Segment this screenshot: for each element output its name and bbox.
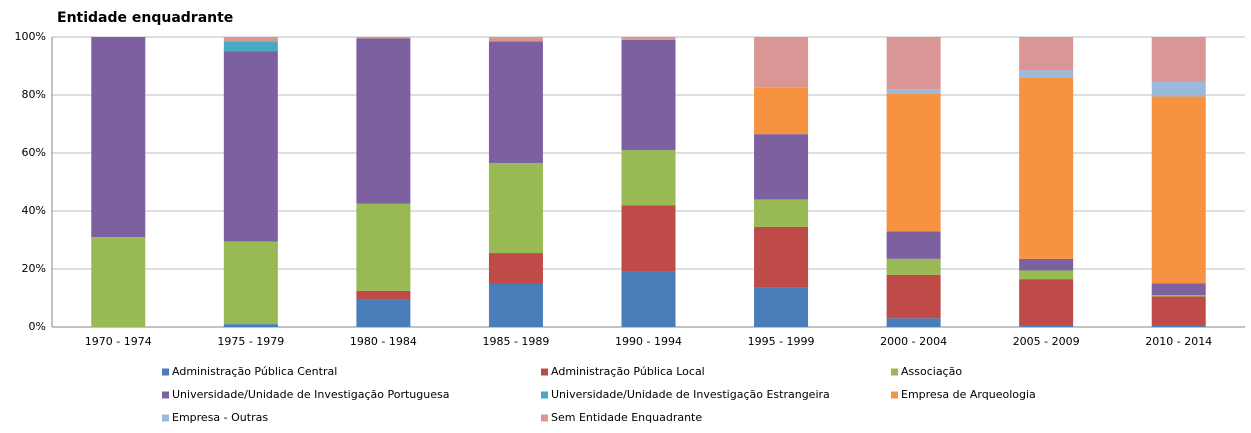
legend-label: Administração Pública Local	[551, 365, 705, 378]
y-tick-label: 60%	[22, 146, 46, 159]
x-tick-label: 2005 - 2009	[1013, 335, 1080, 348]
y-tick-label: 0%	[29, 320, 46, 333]
bar-segment	[886, 231, 941, 259]
bar-segment	[356, 38, 411, 204]
bar-segment	[886, 318, 941, 327]
bar-segment	[1019, 258, 1074, 271]
bar-segment	[886, 89, 941, 94]
bar-segment	[1151, 296, 1206, 326]
bar-segment	[488, 37, 543, 42]
bar-segment	[886, 37, 941, 90]
y-tick-label: 20%	[22, 262, 46, 275]
legend-label: Associação	[901, 365, 962, 378]
x-tick-label: 1975 - 1979	[217, 335, 284, 348]
x-tick-label: 2010 - 2014	[1145, 335, 1212, 348]
bar-segment	[488, 163, 543, 254]
bar-segment	[1019, 37, 1074, 71]
chart-title: Entidade enquadrante	[57, 10, 233, 26]
bar-segment	[356, 299, 411, 327]
x-tick-label: 1980 - 1984	[350, 335, 417, 348]
bar-segment	[1019, 325, 1074, 327]
bar-segment	[223, 37, 278, 42]
legend-swatch	[162, 391, 169, 399]
bar-segment	[1151, 37, 1206, 82]
bar-segment	[621, 150, 676, 206]
bar-segment	[1019, 279, 1074, 326]
bar-segment	[886, 93, 941, 232]
bar-segment	[754, 134, 809, 200]
bar-segment	[886, 258, 941, 275]
bar-segment	[621, 205, 676, 272]
bar-segment	[356, 290, 411, 300]
bar-segment	[223, 41, 278, 52]
bar-segment	[488, 283, 543, 327]
bar-segment	[1019, 70, 1074, 78]
bar-segment	[91, 37, 146, 238]
bar-segment	[754, 87, 809, 135]
legend-swatch	[541, 368, 548, 376]
legend-swatch	[541, 414, 548, 422]
legend-label: Empresa - Outras	[172, 411, 268, 424]
x-tick-label: 1995 - 1999	[748, 335, 815, 348]
x-tick-label: 2000 - 2004	[880, 335, 947, 348]
bar-segment	[1019, 77, 1074, 259]
y-tick-label: 40%	[22, 204, 46, 217]
bar-segment	[1151, 81, 1206, 97]
bar-segment	[1019, 270, 1074, 280]
x-tick-label: 1970 - 1974	[85, 335, 152, 348]
legend-label: Sem Entidade Enquadrante	[551, 411, 702, 424]
bar-segment	[223, 241, 278, 325]
legend-label: Universidade/Unidade de Investigação Por…	[172, 388, 449, 401]
legend-swatch	[162, 368, 169, 376]
bar-segment	[356, 37, 411, 39]
y-tick-label: 100%	[15, 30, 46, 43]
bar-segment	[488, 253, 543, 284]
x-tick-label: 1990 - 1994	[615, 335, 682, 348]
legend-label: Universidade/Unidade de Investigação Est…	[551, 388, 830, 401]
legend-swatch	[162, 414, 169, 422]
legend-label: Empresa de Arqueologia	[901, 388, 1036, 401]
bar-segment	[754, 37, 809, 88]
x-tick-label: 1985 - 1989	[482, 335, 549, 348]
bar-segment	[886, 274, 941, 319]
bar-segment	[1151, 325, 1206, 327]
bar-segment	[488, 41, 543, 164]
bar-segment	[1151, 283, 1206, 296]
bar-segment	[1151, 96, 1206, 284]
bar-segment	[621, 37, 676, 40]
bar-segment	[91, 237, 146, 327]
legend-swatch	[891, 391, 898, 399]
bar-segment	[754, 226, 809, 288]
bar-segment	[223, 324, 278, 327]
bar-segment	[356, 203, 411, 291]
legend-swatch	[541, 391, 548, 399]
bar-segment	[223, 51, 278, 242]
bar-segment	[621, 271, 676, 327]
bar-segment	[1151, 295, 1206, 297]
y-tick-label: 80%	[22, 88, 46, 101]
bar-segment	[754, 287, 809, 327]
bar-segment	[621, 39, 676, 151]
legend-swatch	[891, 368, 898, 376]
bar-segment	[754, 199, 809, 227]
legend-label: Administração Pública Central	[172, 365, 337, 378]
